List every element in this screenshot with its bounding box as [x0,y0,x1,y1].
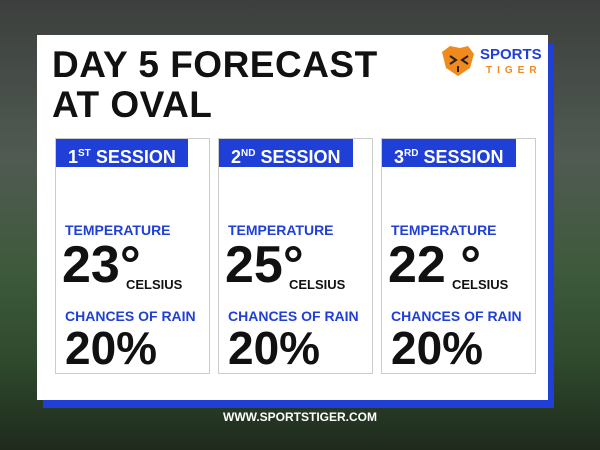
session-tab: 3RD SESSION [382,139,516,167]
session-number: 3 [394,147,405,167]
session-card: 3RD SESSION TEMPERATURE 22 ° CELSIUS CHANCES… [381,138,536,374]
temperature-label: TEMPERATURE [391,222,497,238]
temperature-label: TEMPERATURE [65,222,171,238]
logo-text: TIGER [486,65,542,76]
session-suffix: RD [404,148,419,159]
rain-label: CHANCES OF RAIN [228,308,359,324]
session-tab: 2ND SESSION [219,139,353,167]
session-card: 2ND SESSION TEMPERATURE 25° CELSIUS CHANCES … [218,138,373,374]
session-number: 2 [231,147,242,167]
logo-icon [442,46,474,76]
rain-value: 20% [391,322,484,374]
logo-text: SPORTS [480,46,542,63]
session-card: 1ST SESSION TEMPERATURE 23° CELSIUS CHANCES … [55,138,210,374]
session-suffix: ND [241,148,256,159]
temperature-value: 22 ° [388,236,482,294]
rain-value: 20% [65,322,158,374]
temperature-unit: CELSIUS [452,277,509,292]
session-tab: 1ST SESSION [56,139,188,167]
temperature-value: 23° [62,236,141,294]
session-label: SESSION [95,147,176,167]
rain-value: 20% [228,322,321,374]
rain-label: CHANCES OF RAIN [391,308,522,324]
temperature-unit: CELSIUS [289,277,346,292]
rain-label: CHANCES OF RAIN [65,308,196,324]
logo: SPORTS TIGER [442,46,542,76]
temperature-label: TEMPERATURE [228,222,334,238]
temperature-value: 25° [225,236,304,294]
logo-stripes [449,55,469,72]
session-suffix: ST [78,148,91,159]
session-label: SESSION [260,147,341,167]
title: AT OVAL [52,84,213,125]
temperature-unit: CELSIUS [126,277,183,292]
title: DAY 5 FORECAST [52,44,378,85]
session-label: SESSION [423,147,504,167]
footer-url: WWW.SPORTSTIGER.COM [223,410,377,424]
session-number: 1 [68,147,79,167]
